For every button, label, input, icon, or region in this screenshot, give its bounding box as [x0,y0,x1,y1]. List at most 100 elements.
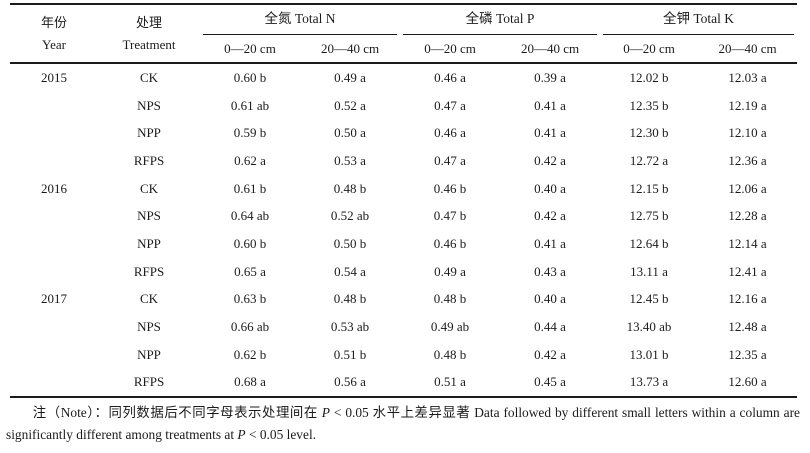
value-cell: 12.30 b [629,125,669,141]
table-row: NPP 0.62 b 0.51 b 0.48 b 0.42 a 13.01 b … [10,341,797,369]
value-cell: 0.46 a [434,125,466,141]
value-cell: 0.48 b [433,291,467,307]
value-cell: 0.41 a [534,125,566,141]
year-cell [10,258,98,286]
table-body: 2015 CK 0.60 b 0.49 a 0.46 a 0.39 a 12.0… [10,63,797,397]
value-cell: 13.01 b [629,346,669,362]
footnote-tail: < 0.05 level. [245,426,317,442]
header-year-en: Year [42,36,66,52]
table-row: RFPS 0.68 a 0.56 a 0.51 a 0.45 a 13.73 a… [10,369,797,398]
value-cell: 12.19 a [728,97,767,113]
value-cell: 0.41 a [534,235,566,251]
table-row: RFPS 0.65 a 0.54 a 0.49 a 0.43 a 13.11 a… [10,258,797,286]
value-cell: 12.28 a [728,208,767,224]
value-cell: 0.63 b [233,291,267,307]
value-cell: 0.53 ab [330,319,370,335]
group-label-total-p: 全磷 Total P [403,5,598,35]
value-cell: 0.53 a [334,152,366,168]
value-cell: 12.10 a [728,125,767,141]
value-cell: 0.52 a [334,97,366,113]
value-cell: 13.40 ab [626,319,672,335]
value-cell: 12.36 a [728,152,767,168]
table-row: 2015 CK 0.60 b 0.49 a 0.46 a 0.39 a 12.0… [10,63,797,92]
year-cell [10,92,98,120]
value-cell: 0.66 ab [230,319,270,335]
footnote-zh: 注（Note）：同列数据后不同字母表示处理间在 [32,405,322,420]
value-cell: 0.48 b [433,346,467,362]
value-cell: 0.47 a [434,152,466,168]
footnote: 注（Note）：同列数据后不同字母表示处理间在 P < 0.05 水平上差异显著… [6,402,800,445]
treatment-cell: CK [139,291,159,307]
treatment-cell: CK [139,69,159,85]
treatment-cell: RFPS [133,374,165,390]
table-row: RFPS 0.62 a 0.53 a 0.47 a 0.42 a 12.72 a… [10,147,797,175]
value-cell: 0.42 a [534,152,566,168]
treatment-cell: NPS [137,97,161,113]
value-cell: 0.54 a [334,263,366,279]
group-header-row: 年份 Year 处理 Treatment 全氮 Total N 全磷 Total… [10,4,797,64]
value-cell: 0.62 a [234,152,266,168]
value-cell: 0.45 a [534,374,566,390]
value-cell: 12.45 b [629,291,669,307]
year-cell [10,230,98,258]
value-cell: 0.60 b [233,69,267,85]
table-row: NPS 0.61 ab 0.52 a 0.47 a 0.41 a 12.35 b… [10,92,797,120]
table-row: NPP 0.60 b 0.50 b 0.46 b 0.41 a 12.64 b … [10,230,797,258]
treatment-cell: NPP [137,235,161,251]
value-cell: 12.35 a [728,346,767,362]
treatment-cell: NPS [137,319,161,335]
subheader-k-depth-2: 20—40 cm [698,35,798,64]
year-cell: 2017 [41,291,67,307]
table-row: NPS 0.66 ab 0.53 ab 0.49 ab 0.44 a 13.40… [10,313,797,341]
year-cell: 2016 [41,180,67,196]
year-cell [10,369,98,398]
year-cell [10,119,98,147]
value-cell: 0.41 a [534,97,566,113]
value-cell: 0.61 ab [230,97,270,113]
value-cell: 0.64 ab [230,208,270,224]
value-cell: 0.49 a [334,69,366,85]
value-cell: 0.44 a [534,319,566,335]
value-cell: 13.11 a [630,263,668,279]
value-cell: 12.41 a [728,263,767,279]
table-row: NPP 0.59 b 0.50 a 0.46 a 0.41 a 12.30 b … [10,119,797,147]
value-cell: 0.47 b [433,208,467,224]
value-cell: 0.48 b [333,291,367,307]
value-cell: 0.46 b [433,180,467,196]
value-cell: 0.47 a [434,97,466,113]
value-cell: 0.40 a [534,180,566,196]
footnote-p-symbol: P [321,405,330,420]
value-cell: 0.48 b [333,180,367,196]
value-cell: 0.56 a [334,374,366,390]
value-cell: 12.02 b [629,69,669,85]
subheader-p-depth-1: 0—20 cm [400,35,501,64]
treatment-cell: NPS [137,208,161,224]
value-cell: 0.51 a [434,374,466,390]
header-group-total-p: 全磷 Total P [400,4,600,35]
value-cell: 12.06 a [728,180,767,196]
value-cell: 12.15 b [629,180,669,196]
value-cell: 12.75 b [629,208,669,224]
header-group-total-n: 全氮 Total N [200,4,400,35]
value-cell: 0.60 b [233,235,267,251]
value-cell: 12.16 a [728,291,767,307]
value-cell: 13.73 a [629,374,669,390]
value-cell: 0.51 b [333,346,367,362]
value-cell: 0.52 ab [330,208,370,224]
treatment-cell: RFPS [133,152,165,168]
value-cell: 12.35 b [629,97,669,113]
value-cell: 12.48 a [728,319,767,335]
value-cell: 0.50 b [333,235,367,251]
value-cell: 12.60 a [728,374,767,390]
value-cell: 0.49 a [434,263,466,279]
value-cell: 0.39 a [534,69,566,85]
value-cell: 0.49 ab [430,319,470,335]
value-cell: 0.46 b [433,235,467,251]
header-group-total-k: 全钾 Total K [600,4,797,35]
group-label-total-n: 全氮 Total N [203,5,398,35]
value-cell: 0.68 a [234,374,266,390]
table-header: 年份 Year 处理 Treatment 全氮 Total N 全磷 Total… [10,4,798,64]
treatment-cell: NPP [137,125,161,141]
header-treatment-zh: 处理 [135,14,162,30]
